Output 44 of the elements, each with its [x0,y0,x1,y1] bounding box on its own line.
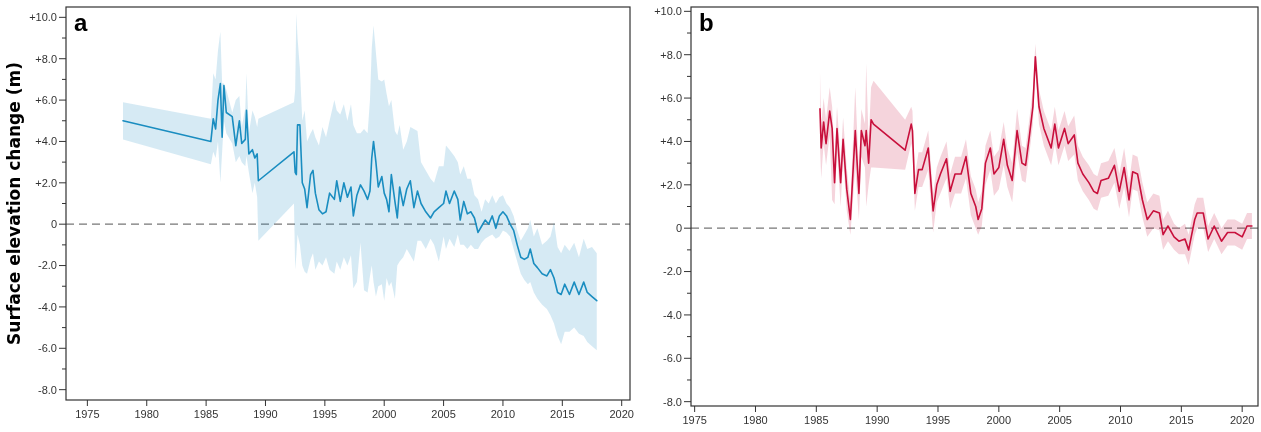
x-tick-label: 1990 [864,414,890,426]
x-tick-label: 1975 [75,408,100,420]
x-tick-label: 2005 [431,408,456,420]
x-tick-label: 2020 [1229,414,1255,426]
y-tick-label: +2.0 [660,178,682,191]
chart-title: b [699,9,714,36]
x-tick-label: 2020 [609,408,634,420]
x-tick-label: 2015 [550,408,575,420]
x-tick-label: 1990 [253,408,278,420]
x-tick-label: 2000 [371,408,397,420]
y-tick-label: -8.0 [663,395,682,408]
y-tick-label: +8.0 [35,52,57,65]
y-tick-label: -6.0 [663,352,682,365]
x-tick-label: 1980 [743,414,768,426]
x-tick-label: 1995 [925,414,951,426]
x-tick-label: 1980 [134,408,159,420]
x-tick-label: 2010 [490,408,516,420]
x-tick-label: 1985 [804,414,829,426]
y-tick-label: +4.0 [660,135,682,148]
y-tick-label: -4.0 [38,300,57,313]
chart-title: a [74,9,88,36]
y-tick-label: +6.0 [660,91,682,104]
y-tick-label: 0 [50,218,57,231]
y-axis-title: Surface elevation change (m) [4,62,24,345]
line-series [122,82,598,302]
y-tick-label: -6.0 [38,342,57,355]
x-tick-label: 1995 [312,408,338,420]
x-tick-label: 2010 [1108,414,1133,426]
y-tick-label: -8.0 [38,383,57,396]
x-tick-label: 2015 [1169,414,1194,426]
y-tick-label: +2.0 [35,176,57,189]
y-tick-label: +10.0 [29,11,57,24]
y-tick-label: 0 [675,222,682,235]
y-tick-label: -2.0 [38,259,57,272]
y-tick-label: -2.0 [663,265,682,278]
x-tick-label: 1985 [193,408,219,420]
y-tick-label: +6.0 [35,93,57,106]
x-tick-label: 2000 [986,414,1012,426]
y-tick-label: -4.0 [663,308,682,321]
y-tick-label: +10.0 [654,5,682,18]
y-tick-label: +8.0 [660,48,682,61]
x-tick-label: 2005 [1047,414,1072,426]
x-tick-label: 1975 [682,414,707,426]
y-tick-label: +4.0 [35,135,57,148]
